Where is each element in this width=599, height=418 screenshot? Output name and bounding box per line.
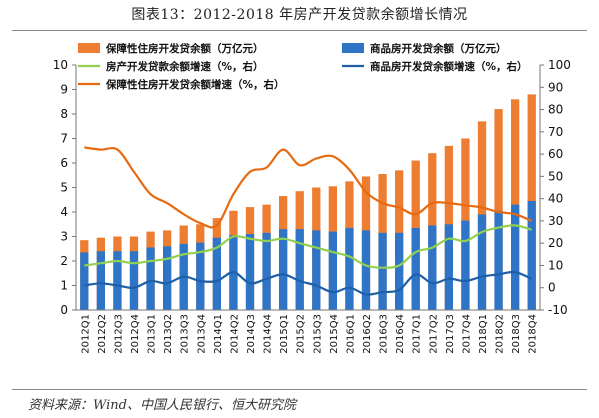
source-note: 资料来源：Wind、中国人民银行、恒大研究院 [28,398,296,413]
x-tick-label: 2017Q2 [428,314,439,354]
bar-commercial-2018Q2 [494,210,503,310]
x-tick-label: 2018Q4 [528,314,539,354]
bar-commercial-2012Q2 [96,251,105,310]
bar-affordable-2018Q2 [494,109,503,310]
left-tick-label: 7 [60,132,68,146]
x-tick-label: 2015Q2 [296,314,307,354]
right-tick-label: 50 [548,169,563,183]
right-tick-label: 0 [548,281,556,295]
x-tick-label: 2012Q4 [130,314,141,354]
x-tick-label: 2017Q4 [461,314,472,354]
legend-label: 商品房开发贷余额（万亿元） [370,42,507,55]
right-tick-label: 20 [548,236,563,250]
x-tick-label: 2015Q4 [329,314,340,354]
bar-commercial-2014Q1 [212,237,221,310]
left-tick-label: 8 [60,107,68,121]
x-tick-label: 2017Q1 [412,314,423,354]
left-tick-label: 5 [60,181,68,195]
left-tick-label: 10 [53,58,68,72]
x-tick-label: 2017Q3 [445,314,456,354]
bar-commercial-2017Q4 [461,220,470,310]
x-tick-label: 2015Q3 [312,314,323,354]
left-tick-label: 9 [60,83,68,97]
left-tick-label: 1 [60,279,68,293]
bar-commercial-2012Q4 [129,251,139,310]
bar-commercial-2016Q2 [361,230,371,310]
bar-commercial-2018Q4 [527,200,536,310]
bar-commercial-2013Q4 [196,242,205,310]
left-tick-label: 6 [60,156,68,170]
bar-commercial-2018Q1 [477,214,487,310]
title-divider [12,30,587,31]
bar-commercial-2017Q1 [411,227,420,310]
right-tick-label: 10 [548,258,563,272]
bar-commercial-2013Q2 [163,246,172,310]
left-tick-label: 3 [60,230,68,244]
legend-swatch [342,43,364,53]
left-tick-label: 0 [60,303,68,317]
bar-commercial-2016Q1 [345,227,354,310]
right-tick-label: 90 [548,80,563,94]
figure-title: 图表13：2012-2018 年房产开发贷款余额增长情况 [131,7,468,23]
bar-commercial-2012Q1 [80,252,89,310]
bar-commercial-2015Q2 [295,229,304,310]
line-commercial-growth [84,270,533,296]
right-tick-label: 80 [548,103,563,117]
left-tick-label: 4 [60,205,68,219]
bar-commercial-2014Q3 [245,234,255,310]
bar-commercial-2016Q4 [395,232,404,310]
legend: 保障性住房开发贷余额（万亿元） 商品房开发贷余额（万亿元） 房产开发贷款余额增速（%… [78,42,528,91]
x-tick-label: 2012Q2 [97,314,108,354]
x-tick-label: 2018Q2 [495,314,506,354]
legend-label: 保障性住房开发贷余额增速（%，右） [105,78,285,91]
x-tick-label: 2014Q3 [246,314,257,354]
bar-commercial-2016Q3 [378,232,387,310]
bar-commercial-2015Q3 [312,230,321,310]
bar-commercial-2015Q4 [328,231,337,310]
right-tick-label: 30 [548,214,563,228]
right-tick-label: 60 [548,147,563,161]
x-tick-label: 2018Q3 [511,314,522,354]
right-tick-label: 70 [548,125,563,139]
bar-commercial-2018Q3 [511,204,520,310]
bar-commercial-2013Q1 [146,247,155,310]
x-tick-label: 2016Q1 [345,314,356,354]
x-tick-label: 2014Q2 [229,314,240,354]
x-tick-label: 2012Q1 [80,314,91,354]
x-tick-label: 2016Q3 [379,314,390,354]
x-tick-label: 2014Q1 [213,314,224,354]
bar-commercial-2012Q3 [113,251,122,310]
bar-commercial-2017Q3 [444,224,453,310]
source-divider [12,389,587,390]
growth-lines [84,146,533,296]
legend-label: 商品房开发贷余额增速（%，右） [370,60,528,73]
x-tick-label: 2013Q4 [196,314,207,354]
x-tick-label: 2013Q2 [163,314,174,354]
bar-commercial-2014Q4 [262,232,271,310]
right-tick-label: 100 [548,58,571,72]
line-total-growth [84,224,533,269]
x-tick-label: 2014Q4 [263,314,274,354]
legend-swatch [78,43,100,53]
x-tick-label: 2013Q1 [147,314,158,354]
x-tick-label: 2015Q1 [279,314,290,354]
left-tick-label: 2 [60,254,68,268]
bar-commercial-2015Q1 [279,229,288,310]
axes: 0 1 2 3 4 5 6 7 8 9 10 -10 0 10 20 30 40 50 60 70 80 90 100 201… [53,58,571,354]
x-tick-label: 2016Q4 [395,314,406,354]
x-tick-label: 2012Q3 [113,314,124,354]
x-tick-label: 2018Q1 [478,314,489,354]
legend-label: 房产开发贷款余额增速（%，右） [106,60,264,73]
bar-commercial-2017Q2 [428,225,437,310]
legend-label: 保障性住房开发贷余额（万亿元） [105,42,264,55]
line-affordable-growth [84,146,533,229]
x-tick-label: 2016Q2 [362,314,373,354]
right-tick-label: 40 [548,192,563,206]
x-tick-label: 2013Q3 [180,314,191,354]
right-tick-label: -10 [548,303,568,317]
